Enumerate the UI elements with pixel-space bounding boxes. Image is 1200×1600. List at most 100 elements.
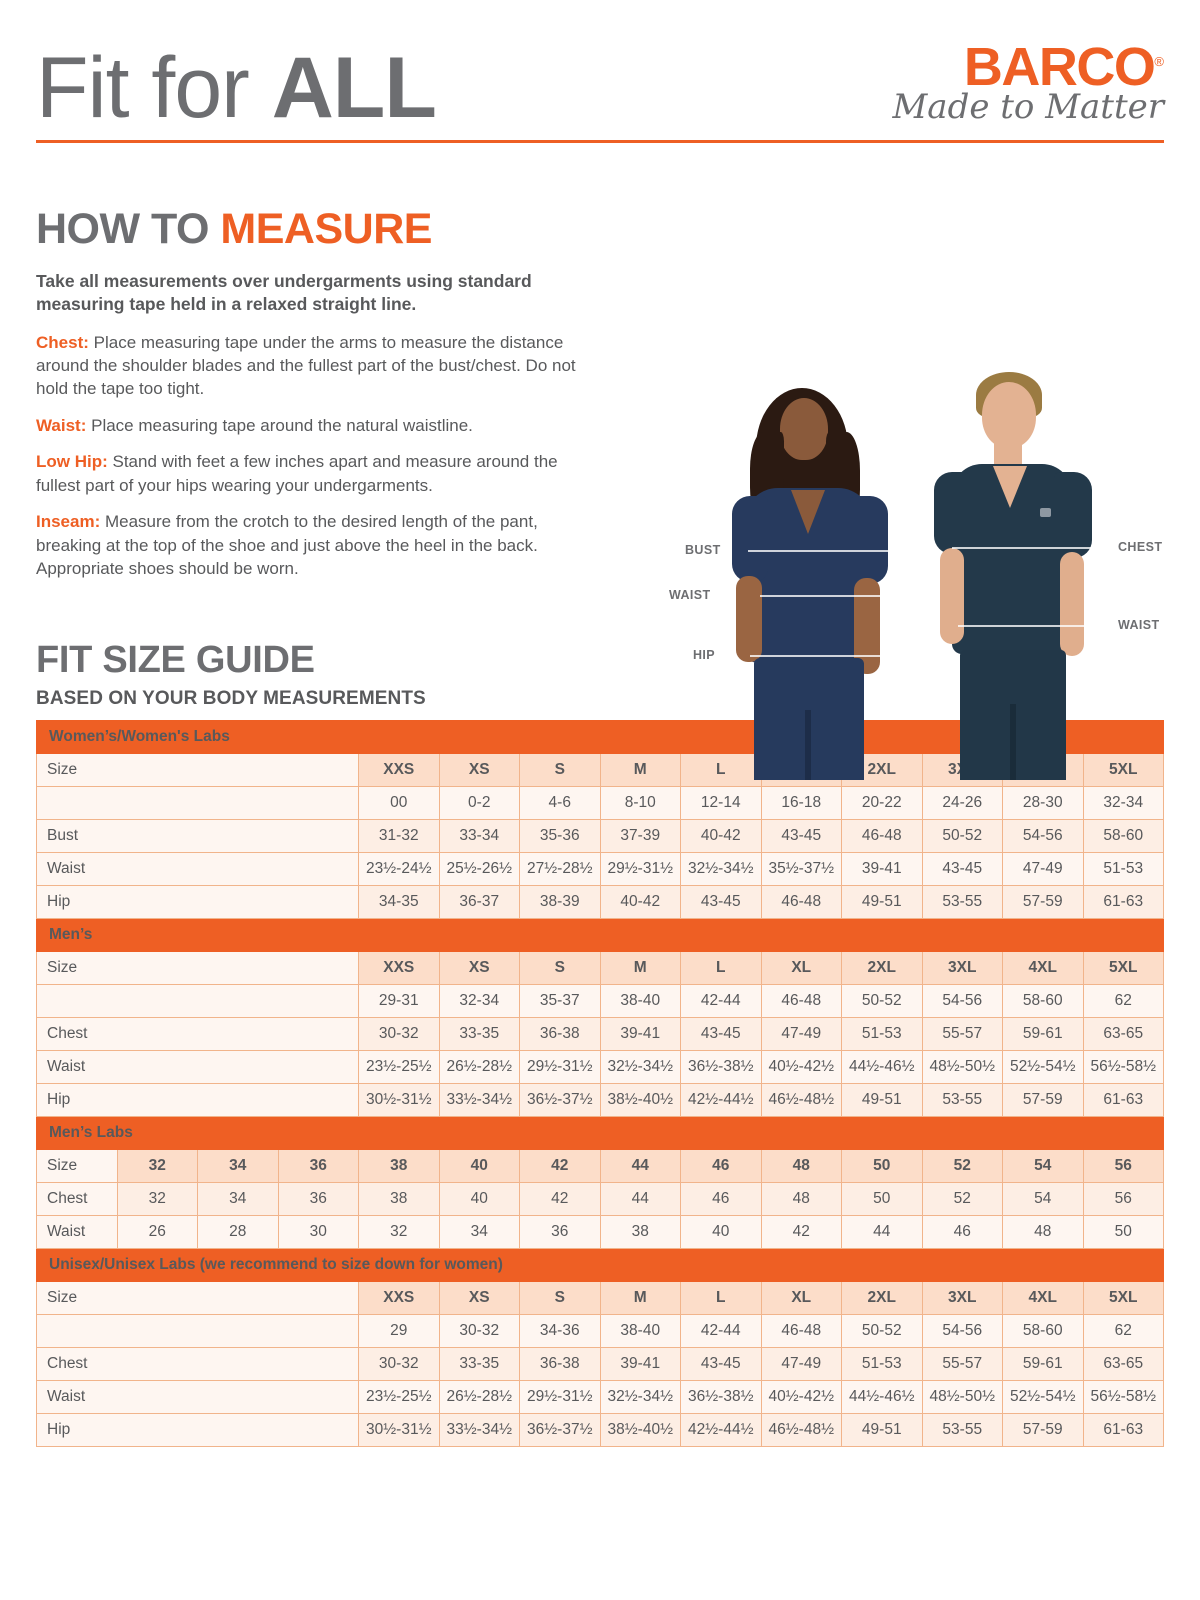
measurement-cell: 23½-24½	[358, 851, 440, 886]
measurement-cell: 49-51	[841, 884, 923, 919]
measurement-cell: 43-45	[680, 1016, 762, 1051]
measurement-cell: 58-60	[1082, 818, 1164, 853]
measurement-cell: 39-41	[841, 851, 923, 886]
heading-plain: HOW TO	[36, 205, 221, 253]
measurement-cell: 28	[197, 1214, 279, 1249]
size-header-cell: 36	[277, 1148, 359, 1183]
size-header-cell: 50	[841, 1148, 923, 1183]
measurement-cell: 25½-26½	[438, 851, 520, 886]
model-figure-men	[932, 368, 1132, 780]
size-header-cell: 40	[438, 1148, 520, 1183]
measurement-cell: 32	[358, 1214, 440, 1249]
measurement-cell: 36-37	[438, 884, 520, 919]
size-header-cell: XXS	[358, 752, 440, 787]
numeric-size-cell: 32-34	[1082, 785, 1164, 820]
size-header-cell: 46	[680, 1148, 762, 1183]
page-header: Fit for ALL BARCO® Made to Matter	[36, 0, 1164, 131]
size-header-cell: 4XL	[1002, 1280, 1084, 1315]
size-row-label: Size	[36, 950, 359, 985]
measurement-cell: 36½-37½	[519, 1412, 601, 1447]
measurement-cell: 51-53	[841, 1016, 923, 1051]
measurement-cell: 38½-40½	[599, 1412, 681, 1447]
brand-tagline: Made to Matter	[892, 87, 1164, 128]
page-title-thin: Fit for	[36, 40, 272, 137]
measurement-cell: 55-57	[921, 1346, 1003, 1381]
tape-label-waist-right: WAIST	[1118, 618, 1160, 632]
measurement-cell: 36½-37½	[519, 1082, 601, 1117]
numeric-size-cell: 8-10	[599, 785, 681, 820]
measure-item-text: Stand with feet a few inches apart and m…	[36, 452, 558, 495]
measurement-cell: 42	[519, 1181, 601, 1216]
measurement-cell: 40	[680, 1214, 762, 1249]
measurement-cell: 43-45	[680, 884, 762, 919]
row-label-waist: Waist	[36, 1214, 118, 1249]
table-group-header-row: Unisex/Unisex Labs (we recommend to size…	[36, 1247, 1164, 1282]
table-row: Chest 32 34 36 38 40 42 44 46 48 50 52 54 56	[36, 1181, 1164, 1216]
row-label-hip: Hip	[36, 884, 359, 919]
measurement-cell: 40½-42½	[760, 1379, 842, 1414]
size-header-cell: XXS	[358, 1280, 440, 1315]
measurement-cell: 46-48	[841, 818, 923, 853]
fit-size-guide-subheading: BASED ON YOUR BODY MEASUREMENTS	[36, 687, 426, 709]
measurement-cell: 48½-50½	[921, 1049, 1003, 1084]
measure-item-waist: Waist: Place measuring tape around the n…	[36, 414, 606, 437]
measurement-cell: 46	[921, 1214, 1003, 1249]
measurement-cell: 44½-46½	[841, 1379, 923, 1414]
numeric-size-cell: 46-48	[760, 1313, 842, 1348]
measurement-cell: 36-38	[519, 1346, 601, 1381]
size-guide-table: Women’s/Women's LabsSizeXXSXSSMLXL2XL3XL…	[36, 719, 1164, 1447]
tape-line-chest-right	[952, 547, 1110, 549]
measurement-cell: 37-39	[599, 818, 681, 853]
numeric-size-cell: 50-52	[841, 983, 923, 1018]
measurement-cell: 33-34	[438, 818, 520, 853]
measurement-cell: 40-42	[599, 884, 681, 919]
measurement-cell: 44½-46½	[841, 1049, 923, 1084]
fit-size-guide-heading: FIT SIZE GUIDE	[36, 638, 315, 681]
size-header-cell: 4XL	[1002, 950, 1084, 985]
size-header-cell: 42	[519, 1148, 601, 1183]
numeric-size-cell: 16-18	[760, 785, 842, 820]
measurement-cell: 52½-54½	[1002, 1049, 1084, 1084]
size-header-cell: 3XL	[921, 950, 1003, 985]
measurement-cell: 44	[599, 1181, 681, 1216]
numeric-size-cell: 38-40	[599, 983, 681, 1018]
numeric-size-cell: 34-36	[519, 1313, 601, 1348]
measurement-diagram-photo: BUST WAIST HIP CHEST WAIST	[660, 360, 1180, 780]
tape-line-waist-right	[958, 625, 1106, 627]
row-label-chest: Chest	[36, 1346, 359, 1381]
measurement-cell: 40½-42½	[760, 1049, 842, 1084]
size-header-cell: 38	[358, 1148, 440, 1183]
measurement-cell: 57-59	[1002, 1412, 1084, 1447]
measurement-cell: 38-39	[519, 884, 601, 919]
measurement-cell: 43-45	[921, 851, 1003, 886]
measurement-cell: 26	[116, 1214, 198, 1249]
numeric-size-cell: 30-32	[438, 1313, 520, 1348]
measurement-cell: 38½-40½	[599, 1082, 681, 1117]
measure-item-inseam: Inseam: Measure from the crotch to the d…	[36, 510, 606, 580]
tape-line-bust	[748, 550, 904, 552]
numeric-size-cell: 54-56	[921, 983, 1003, 1018]
size-header-cell: L	[680, 1280, 762, 1315]
size-header-cell: XL	[760, 950, 842, 985]
measurement-cell: 52	[921, 1181, 1003, 1216]
measurement-cell: 61-63	[1082, 1412, 1164, 1447]
numeric-size-cell: 32-34	[438, 983, 520, 1018]
measurement-cell: 47-49	[1002, 851, 1084, 886]
measure-item-label: Waist:	[36, 415, 87, 435]
measurement-cell: 33½-34½	[438, 1082, 520, 1117]
numeric-size-cell: 54-56	[921, 1313, 1003, 1348]
measurement-cell: 23½-25½	[358, 1379, 440, 1414]
size-header-cell: M	[599, 752, 681, 787]
row-label-waist: Waist	[36, 1379, 359, 1414]
measurement-cell: 30½-31½	[358, 1082, 440, 1117]
size-header-cell: 54	[1002, 1148, 1084, 1183]
measurement-cell: 46	[680, 1181, 762, 1216]
measurement-cell: 59-61	[1002, 1346, 1084, 1381]
measurement-cell: 49-51	[841, 1412, 923, 1447]
measure-item-text: Measure from the crotch to the desired l…	[36, 512, 538, 579]
table-row: Waist 23½-24½ 25½-26½ 27½-28½ 29½-31½ 32½-34½…	[36, 851, 1164, 886]
measurement-cell: 52½-54½	[1002, 1379, 1084, 1414]
table-group-header-1: Men’s	[36, 917, 1164, 952]
